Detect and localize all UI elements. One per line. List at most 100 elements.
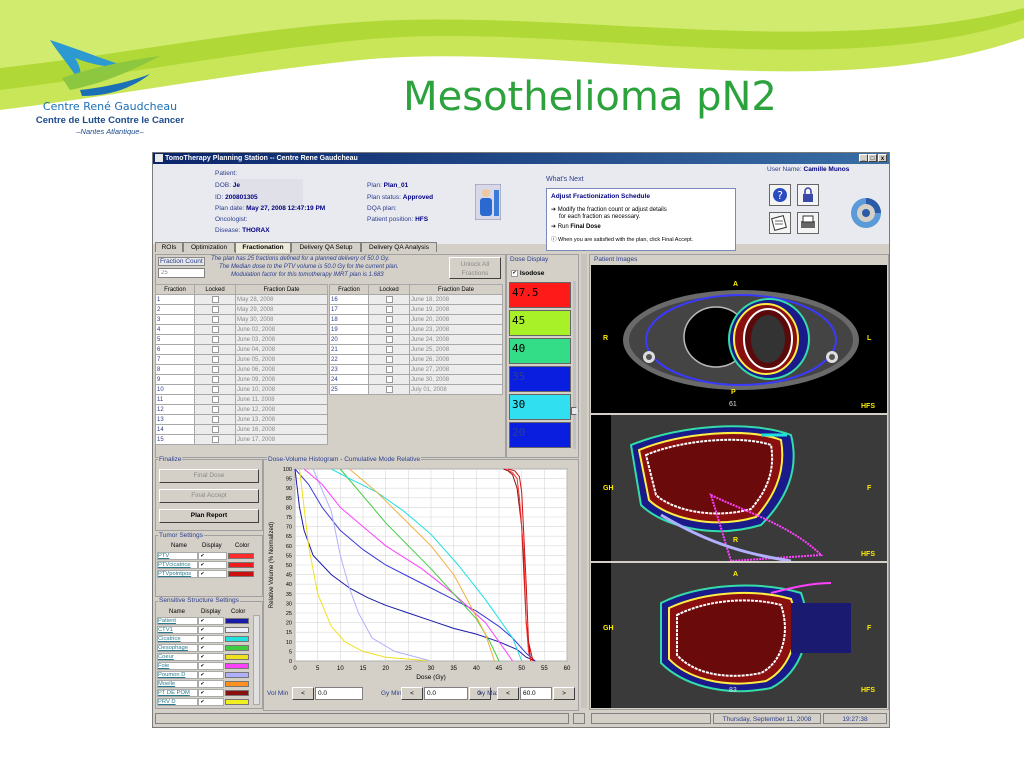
table-row[interactable]: 23 June 27, 2008 (329, 364, 503, 375)
table-row[interactable]: 7 June 05, 2008 (155, 354, 328, 365)
locked-cell[interactable] (368, 294, 410, 305)
isodose-toggle[interactable]: ✔ Isodose (511, 270, 545, 278)
structure-row[interactable]: Poumon D ✔ (157, 671, 253, 679)
tab-optimization[interactable]: Optimization (183, 242, 235, 252)
isodose-level-3[interactable]: 35 (509, 366, 571, 392)
lock-icon[interactable] (797, 184, 819, 206)
locked-checkbox[interactable] (211, 295, 219, 303)
table-row[interactable]: 16 June 18, 2008 (329, 294, 503, 305)
table-row[interactable]: 18 June 20, 2008 (329, 314, 503, 325)
locked-checkbox[interactable] (211, 345, 219, 353)
gy-min-decrease[interactable]: < (401, 687, 423, 700)
structure-display-checkbox[interactable]: ✔ (198, 635, 224, 643)
gy-min-increase[interactable]: > (469, 687, 491, 700)
locked-checkbox[interactable] (385, 345, 393, 353)
locked-cell[interactable] (194, 364, 236, 375)
sagittal-view[interactable]: A GH F 83 HFS (591, 563, 887, 708)
locked-cell[interactable] (194, 374, 236, 385)
locked-cell[interactable] (194, 414, 236, 425)
locked-cell[interactable] (368, 314, 410, 325)
structure-color-swatch[interactable] (225, 681, 249, 687)
structure-color-swatch[interactable] (225, 699, 249, 705)
table-row[interactable]: 3 May 30, 2008 (155, 314, 328, 325)
printer-icon[interactable] (797, 212, 819, 234)
structure-display-checkbox[interactable]: ✔ (198, 680, 224, 688)
tab-delivery-qa-setup[interactable]: Delivery QA Setup (291, 242, 361, 252)
unlock-all-fractions-button[interactable]: Unlock All Fractions (449, 257, 501, 279)
locked-checkbox[interactable] (211, 385, 219, 393)
locked-cell[interactable] (194, 354, 236, 365)
tumor-color-swatch[interactable] (228, 553, 254, 559)
isodose-level-2[interactable]: 40 (509, 338, 571, 364)
tumor-display-checkbox[interactable]: ✔ (198, 570, 227, 578)
locked-cell[interactable] (194, 304, 236, 315)
maximize-button[interactable]: □ (868, 154, 877, 162)
structure-display-checkbox[interactable]: ✔ (198, 698, 224, 706)
structure-color-swatch[interactable] (225, 627, 249, 633)
structure-row[interactable]: Foie ✔ (157, 662, 253, 670)
vol-min-decrease[interactable]: < (292, 687, 314, 700)
locked-cell[interactable] (194, 294, 236, 305)
sensitive-scrollbar[interactable] (253, 615, 260, 705)
table-row[interactable]: 15 June 17, 2008 (155, 434, 328, 445)
table-row[interactable]: 9 June 09, 2008 (155, 374, 328, 385)
table-row[interactable]: 8 June 06, 2008 (155, 364, 328, 375)
dose-slider-handle[interactable] (571, 407, 579, 415)
final-accept-button[interactable]: Final Accept (159, 489, 259, 503)
locked-checkbox[interactable] (211, 365, 219, 373)
locked-checkbox[interactable] (211, 435, 219, 443)
print-report-icon[interactable] (769, 212, 791, 234)
fraction-count-input[interactable] (158, 268, 205, 278)
minimize-button[interactable]: _ (859, 154, 868, 162)
structure-display-checkbox[interactable]: ✔ (198, 662, 224, 670)
structure-color-swatch[interactable] (225, 618, 249, 624)
isodose-checkbox[interactable]: ✔ (511, 270, 518, 277)
dose-slider-track[interactable] (573, 281, 576, 449)
locked-checkbox[interactable] (211, 425, 219, 433)
structure-row[interactable]: PRV D ✔ (157, 698, 253, 706)
locked-cell[interactable] (194, 334, 236, 345)
structure-row[interactable]: CTV1 ✔ (157, 626, 253, 634)
table-row[interactable]: 20 June 24, 2008 (329, 334, 503, 345)
locked-checkbox[interactable] (211, 325, 219, 333)
table-row[interactable]: 17 June 19, 2008 (329, 304, 503, 315)
locked-checkbox[interactable] (211, 395, 219, 403)
structure-color-swatch[interactable] (225, 663, 249, 669)
plan-report-button[interactable]: Plan Report (159, 509, 259, 523)
table-row[interactable]: 13 June 13, 2008 (155, 414, 328, 425)
locked-checkbox[interactable] (211, 305, 219, 313)
locked-checkbox[interactable] (211, 415, 219, 423)
table-row[interactable]: 5 June 03, 2008 (155, 334, 328, 345)
final-dose-button[interactable]: Final Dose (159, 469, 259, 483)
locked-checkbox[interactable] (211, 375, 219, 383)
gy-max-decrease[interactable]: < (497, 687, 519, 700)
panel-splitter[interactable] (581, 254, 587, 708)
locked-checkbox[interactable] (385, 355, 393, 363)
locked-checkbox[interactable] (385, 385, 393, 393)
help-icon[interactable]: ? (769, 184, 791, 206)
table-row[interactable]: 24 June 30, 2008 (329, 374, 503, 385)
locked-cell[interactable] (368, 344, 410, 355)
table-row[interactable]: 1 May 28, 2008 (155, 294, 328, 305)
close-button[interactable]: x (878, 154, 887, 162)
locked-checkbox[interactable] (385, 295, 393, 303)
structure-display-checkbox[interactable]: ✔ (198, 617, 224, 625)
locked-cell[interactable] (194, 344, 236, 355)
locked-cell[interactable] (368, 374, 410, 385)
patient-person-icon[interactable] (475, 184, 501, 220)
table-row[interactable]: 22 June 26, 2008 (329, 354, 503, 365)
refresh-swirl-icon[interactable] (847, 194, 885, 232)
locked-checkbox[interactable] (385, 315, 393, 323)
structure-row[interactable]: Oesophage ✔ (157, 644, 253, 652)
structure-display-checkbox[interactable]: ✔ (198, 644, 224, 652)
structure-color-swatch[interactable] (225, 636, 249, 642)
structure-row[interactable]: Moelle ✔ (157, 680, 253, 688)
tumor-row[interactable]: PTVcicatrice ✔ (157, 561, 261, 569)
table-row[interactable]: 25 July 01, 2008 (329, 384, 503, 395)
axial-view[interactable]: A R L P 61 HFS (591, 265, 887, 413)
locked-cell[interactable] (194, 384, 236, 395)
locked-cell[interactable] (368, 334, 410, 345)
table-row[interactable]: 14 June 16, 2008 (155, 424, 328, 435)
isodose-level-0[interactable]: 47.5 (509, 282, 571, 308)
structure-color-swatch[interactable] (225, 672, 249, 678)
